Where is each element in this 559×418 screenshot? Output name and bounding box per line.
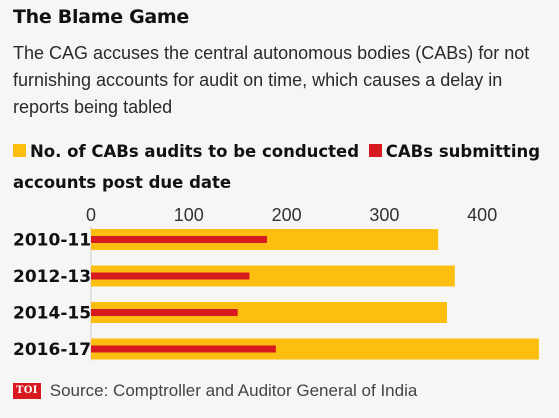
y-category-label: 2014-15 — [13, 304, 91, 324]
source-text: Source: Comptroller and Auditor General … — [49, 381, 418, 400]
x-tick-label: 200 — [272, 205, 302, 225]
bar-late-2012-13 — [91, 272, 250, 280]
bar-audits-2012-13 — [91, 265, 455, 287]
chart-title: The Blame Game — [13, 6, 190, 28]
y-category-label: 2016-17 — [13, 340, 91, 360]
bar-late-2014-15 — [91, 309, 238, 316]
x-tick-label: 0 — [86, 205, 96, 225]
x-tick-label: 100 — [174, 205, 204, 225]
source-line: TOI Source: Comptroller and Auditor Gene… — [13, 381, 417, 401]
bar-late-2016-17 — [91, 345, 276, 353]
legend: No. of CABs audits to be conducted CABs … — [13, 136, 553, 198]
bar-audits-2016-17 — [91, 338, 539, 360]
x-tick-label: 300 — [369, 205, 399, 225]
legend-swatch-audits — [13, 144, 26, 157]
legend-swatch-late — [368, 144, 382, 157]
bars — [91, 229, 539, 360]
chart-subtitle: The CAG accuses the central autonomous b… — [13, 43, 530, 117]
legend-label-late: CABs submitting accounts post due date — [13, 142, 541, 192]
y-category-label: 2010-11 — [13, 231, 91, 251]
legend-item-late: CABs submitting accounts post due date — [13, 142, 540, 192]
x-tick-label: 400 — [467, 205, 497, 225]
bar-late-2010-11 — [91, 236, 268, 243]
bar-audits-2014-15 — [91, 302, 447, 323]
y-axis-labels: 2010-11 2012-13 2014-15 2016-17 — [13, 231, 91, 361]
legend-label-audits: No. of CABs audits to be conducted — [30, 142, 360, 161]
toi-logo: TOI — [13, 383, 41, 399]
y-category-label: 2012-13 — [13, 267, 91, 287]
legend-item-audits: No. of CABs audits to be conducted — [13, 142, 359, 161]
